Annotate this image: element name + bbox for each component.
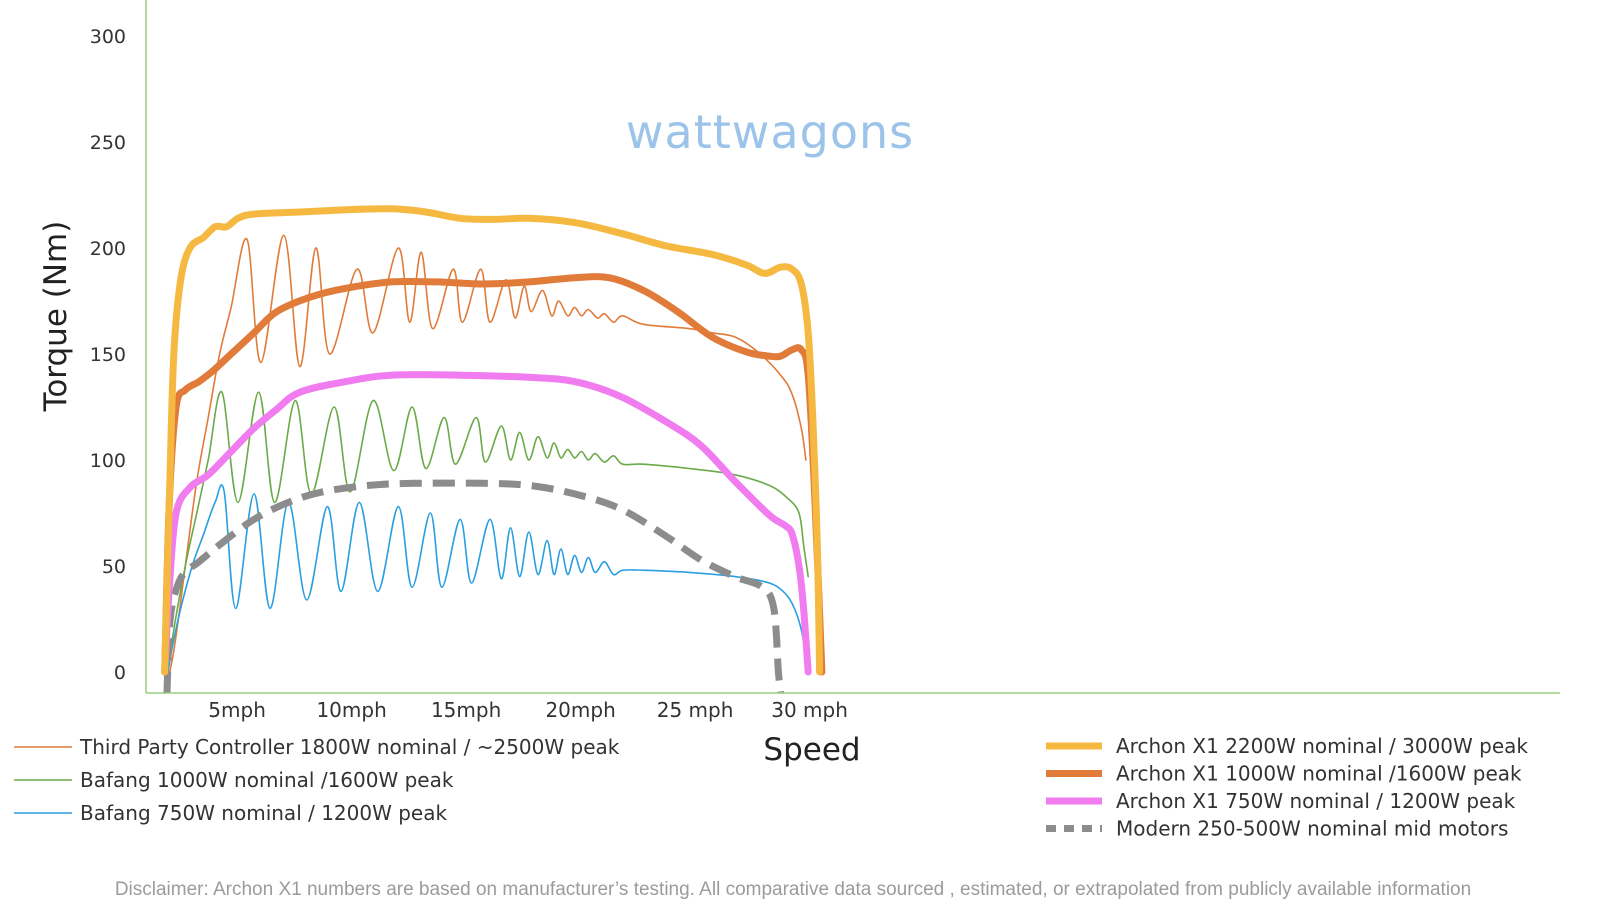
y-tick-label: 150 [90, 344, 126, 366]
disclaimer-text: Disclaimer: Archon X1 numbers are based … [115, 879, 1471, 900]
x-tick-label: 5mph [208, 698, 266, 722]
y-axis-ticks: 0 50 100 150 200 250 300 [90, 26, 126, 684]
x-tick-label: 30 mph [771, 698, 848, 722]
y-tick-label: 300 [90, 26, 126, 48]
y-tick-label: 200 [90, 238, 126, 260]
y-tick-label: 100 [90, 450, 126, 472]
legend-label: Third Party Controller 1800W nominal / ~… [79, 735, 620, 759]
legend-label: Bafang 750W nominal / 1200W peak [80, 801, 447, 825]
x-tick-label: 25 mph [657, 698, 734, 722]
legend-label: Archon X1 2200W nominal / 3000W peak [1116, 734, 1528, 758]
legend-label: Bafang 1000W nominal /1600W peak [80, 768, 454, 792]
legend-label: Archon X1 1000W nominal /1600W peak [1116, 762, 1522, 786]
series-line-archon-x1-1000w-nominal-1600w-peak [161, 273, 826, 676]
series-line-archon-x1-750w-nominal-1200w-peak [161, 371, 812, 676]
legend-right: Archon X1 2200W nominal / 3000W peak Arch… [1046, 734, 1528, 841]
y-tick-label: 50 [102, 556, 126, 578]
series-line-modern-250-500w-nominal-mid-motors [163, 479, 785, 694]
x-axis-ticks: 5mph 10mph 15mph 20mph 25 mph 30 mph [208, 698, 848, 722]
series-line-bafang-750w-nominal-1200w-peak [163, 484, 807, 694]
series-line-third-party-controller-1800w-nominal-2500w-peak [163, 234, 807, 694]
x-tick-label: 20mph [545, 698, 615, 722]
legend-label: Archon X1 750W nominal / 1200W peak [1116, 789, 1516, 813]
y-tick-label: 250 [90, 132, 126, 154]
x-axis-title: Speed [763, 732, 860, 768]
legend-label: Modern 250-500W nominal mid motors [1116, 817, 1508, 841]
x-tick-label: 10mph [316, 698, 386, 722]
series-line-bafang-1000w-nominal-1600w-peak [163, 391, 809, 694]
legend-left: Third Party Controller 1800W nominal / ~… [14, 735, 620, 825]
x-tick-label: 15mph [431, 698, 501, 722]
y-tick-label: 0 [114, 662, 126, 684]
watermark-text: wattwagons [626, 105, 914, 159]
series-line-archon-x1-2200w-nominal-3000w-peak [161, 205, 824, 676]
series-layer [161, 205, 826, 694]
y-axis-title: Torque (Nm) [38, 221, 74, 413]
